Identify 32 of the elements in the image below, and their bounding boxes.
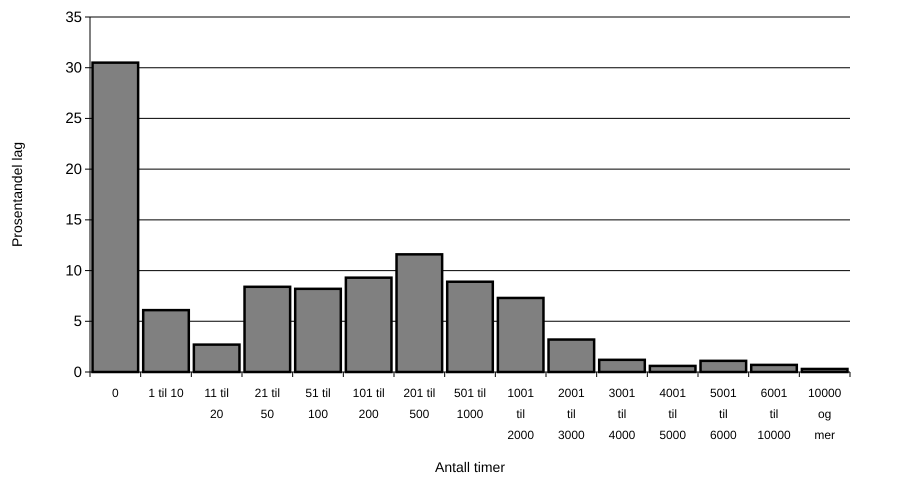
bar bbox=[699, 360, 748, 374]
bar bbox=[750, 364, 798, 374]
x-tick-label: 1001 til 2000 bbox=[507, 386, 534, 442]
y-tick-label: 0 bbox=[74, 364, 82, 381]
y-tick-label: 15 bbox=[65, 212, 82, 229]
y-tick-label: 35 bbox=[65, 8, 82, 26]
x-tick-label: 6001 til 10000 bbox=[757, 386, 792, 442]
y-axis-title: Prosentandel lag bbox=[9, 142, 25, 248]
x-tick-label: 3001 til 4000 bbox=[608, 386, 636, 442]
x-axis-title: Antall timer bbox=[434, 459, 506, 475]
x-tick-label: 51 til 100 bbox=[305, 386, 331, 421]
y-tick-label: 20 bbox=[65, 160, 82, 178]
y-tick-label: 5 bbox=[74, 313, 82, 330]
bar bbox=[648, 364, 697, 374]
x-tick-label: 201 til 500 bbox=[403, 386, 436, 421]
x-tick-label: 10000 og mer bbox=[808, 386, 842, 442]
bar bbox=[598, 358, 646, 374]
x-tick-label: 11 til 20 bbox=[204, 386, 229, 421]
x-tick-label: 501 til 1000 bbox=[454, 386, 486, 421]
bar bbox=[800, 368, 849, 374]
bar bbox=[192, 343, 241, 374]
x-tick-label: 5001 til 6000 bbox=[710, 386, 738, 442]
x-tick-label: 101 til 200 bbox=[352, 386, 385, 421]
bar bbox=[547, 338, 596, 374]
y-tick-label: 30 bbox=[65, 60, 82, 77]
x-tick-label: 1 til 10 bbox=[148, 386, 184, 400]
x-tick-label: 4001 til 5000 bbox=[659, 386, 686, 442]
y-tick-label: 10 bbox=[65, 262, 82, 280]
x-tick-label: 2001 til 3000 bbox=[558, 386, 586, 442]
y-tick-label: 25 bbox=[65, 110, 82, 128]
x-tick-label: 0 bbox=[112, 386, 119, 400]
x-tick-label: 21 til 50 bbox=[254, 386, 280, 421]
